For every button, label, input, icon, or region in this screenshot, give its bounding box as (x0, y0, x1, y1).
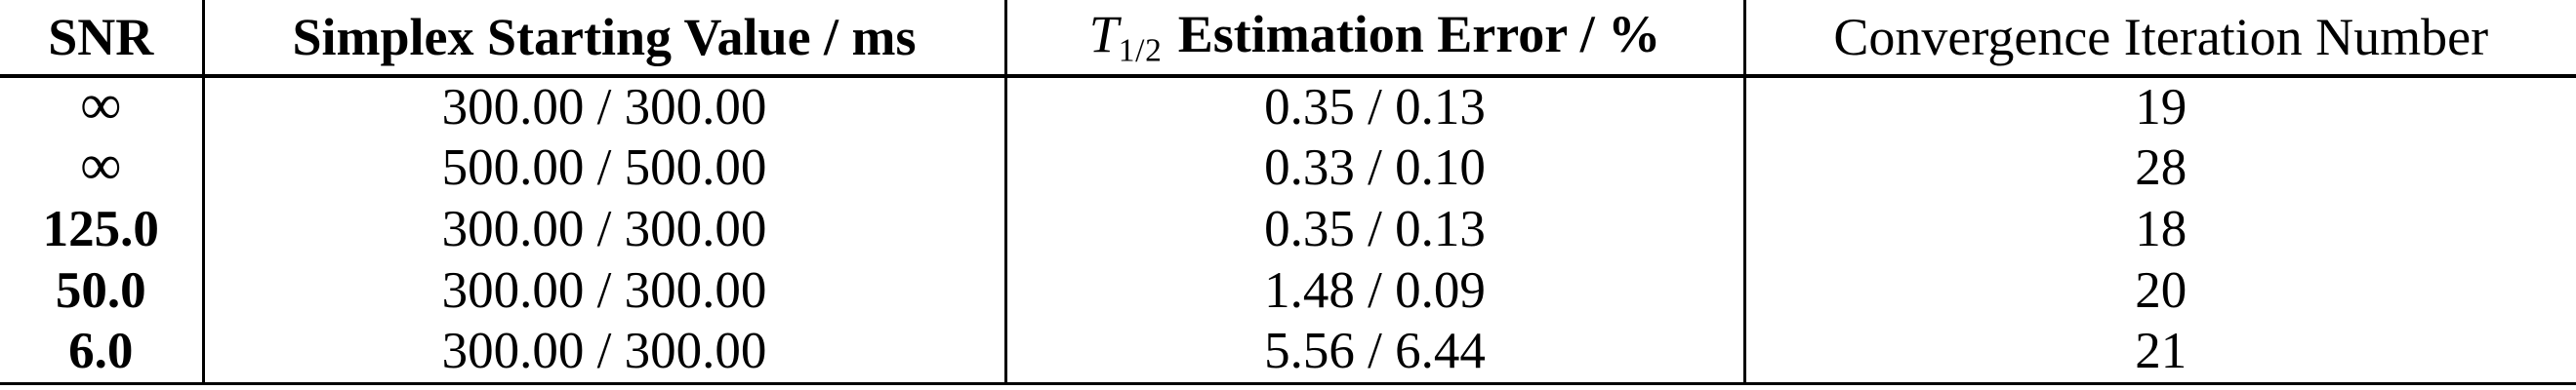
snr-value: 50.0 (55, 262, 146, 319)
iteration-number-value: 20 (1742, 260, 2576, 322)
estimation-error-label: Estimation Error / % (1177, 4, 1661, 63)
table-row: ∞ 500.00 / 500.00 0.33 / 0.10 28 (0, 137, 2576, 199)
estimation-error-value: 0.33 / 0.10 (1003, 137, 1744, 199)
table-row: ∞ 300.00 / 300.00 0.35 / 0.13 19 (0, 76, 2576, 137)
simplex-start-value: 500.00 / 500.00 (201, 137, 1005, 199)
column-header-t-half-estimation-error: T1/2 Estimation Error / % (1003, 0, 1744, 76)
simplex-start-value: 300.00 / 300.00 (201, 76, 1005, 137)
estimation-error-value: 1.48 / 0.09 (1003, 260, 1744, 322)
infinity-symbol: ∞ (80, 76, 122, 136)
iteration-number-value: 21 (1742, 322, 2576, 383)
snr-value: 6.0 (68, 323, 134, 380)
t-half-subscript: 1/2 (1118, 31, 1163, 68)
table-header-row: SNR Simplex Starting Value / ms T1/2 Esti… (0, 0, 2576, 76)
column-header-snr: SNR (48, 8, 154, 66)
table-row: 125.0 300.00 / 300.00 0.35 / 0.13 18 (0, 199, 2576, 260)
table-row: 6.0 300.00 / 300.00 5.56 / 6.44 21 (0, 322, 2576, 383)
iteration-number-value: 28 (1742, 137, 2576, 199)
snr-value: ∞ (0, 137, 203, 199)
estimation-error-value: 5.56 / 6.44 (1003, 322, 1744, 383)
column-header-convergence-iteration-number: Convergence Iteration Number (1742, 0, 2576, 76)
snr-value: ∞ (0, 76, 203, 137)
simplex-start-value: 300.00 / 300.00 (201, 322, 1005, 383)
simplex-start-value: 300.00 / 300.00 (201, 260, 1005, 322)
column-header-simplex-starting-value: Simplex Starting Value / ms (201, 0, 1005, 76)
simplex-start-value: 300.00 / 300.00 (201, 199, 1005, 260)
iteration-number-value: 18 (1742, 199, 2576, 260)
iteration-number-value: 19 (1742, 76, 2576, 137)
table-row: 50.0 300.00 / 300.00 1.48 / 0.09 20 (0, 260, 2576, 322)
t-half-math-symbol: T (1088, 4, 1119, 63)
snr-value: 125.0 (42, 201, 159, 257)
infinity-symbol: ∞ (80, 137, 122, 197)
estimation-error-value: 0.35 / 0.13 (1003, 199, 1744, 260)
estimation-error-value: 0.35 / 0.13 (1003, 76, 1744, 137)
